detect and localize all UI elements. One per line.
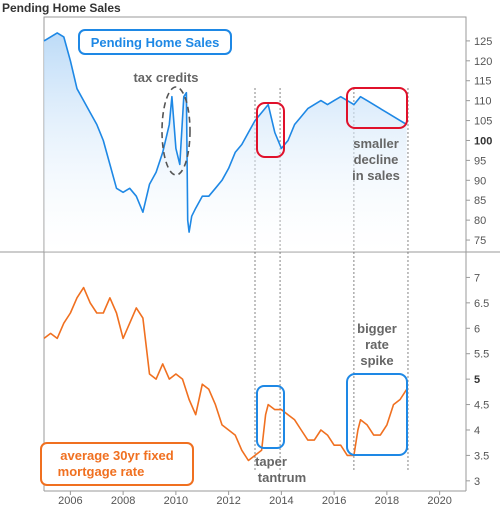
upper-tick-label-95: 95 bbox=[474, 155, 486, 167]
lower-tick-label-5: 5 bbox=[474, 374, 480, 386]
annotation-bigger: bigger bbox=[357, 321, 397, 336]
pending-sales-line bbox=[43, 32, 408, 233]
mortgage-label-box bbox=[40, 442, 194, 486]
rate-spike-highlight-box bbox=[346, 373, 408, 456]
lower-tick-label-3: 3 bbox=[474, 476, 480, 488]
upper-tick-label-75: 75 bbox=[474, 235, 486, 247]
x-tick-label-2010: 2010 bbox=[164, 495, 188, 506]
upper-tick-label-115: 115 bbox=[474, 76, 492, 88]
annotation-smaller: smaller bbox=[353, 136, 399, 151]
upper-tick-label-120: 120 bbox=[474, 56, 492, 68]
x-tick-label-2016: 2016 bbox=[322, 495, 346, 506]
upper-tick-label-90: 90 bbox=[474, 175, 486, 187]
upper-tick-label-80: 80 bbox=[474, 215, 486, 227]
annotation-decline: decline bbox=[354, 152, 399, 167]
upper-tick-label-100: 100 bbox=[474, 135, 492, 147]
page-title: Pending Home Sales bbox=[2, 1, 121, 15]
mortgage-label-line-1: average 30yr fixed bbox=[60, 448, 174, 463]
x-tick-label-2020: 2020 bbox=[427, 495, 451, 506]
annotation-rate: rate bbox=[365, 337, 389, 352]
tax-credits-ellipse bbox=[161, 86, 191, 176]
lower-tick-label-3.5: 3.5 bbox=[474, 450, 489, 462]
x-tick-label-2012: 2012 bbox=[216, 495, 240, 506]
upper-tick-label-110: 110 bbox=[474, 96, 492, 108]
lower-tick-label-4: 4 bbox=[474, 425, 480, 437]
annotation-taper: taper bbox=[255, 454, 287, 469]
decline-highlight-box bbox=[346, 87, 408, 129]
taper-highlight-box-lower bbox=[256, 385, 285, 449]
x-tick-label-2008: 2008 bbox=[111, 495, 135, 506]
x-tick-label-2006: 2006 bbox=[58, 495, 82, 506]
annotation-spike: spike bbox=[360, 353, 393, 368]
annotation-tax-credits: tax credits bbox=[133, 70, 198, 85]
lower-tick-label-7: 7 bbox=[474, 272, 480, 284]
upper-tick-label-85: 85 bbox=[474, 195, 486, 207]
lower-tick-label-5.5: 5.5 bbox=[474, 349, 489, 361]
lower-tick-label-6: 6 bbox=[474, 323, 480, 335]
mortgage-rate-line bbox=[43, 286, 408, 462]
taper-highlight-box-upper bbox=[256, 102, 285, 158]
upper-tick-label-105: 105 bbox=[474, 116, 492, 128]
x-tick-label-2014: 2014 bbox=[269, 495, 293, 506]
upper-tick-label-125: 125 bbox=[474, 36, 492, 48]
lower-tick-label-6.5: 6.5 bbox=[474, 298, 489, 310]
lower-tick-label-4.5: 4.5 bbox=[474, 400, 489, 412]
annotation-in-sales: in sales bbox=[352, 168, 400, 183]
annotation-tantrum: tantrum bbox=[258, 470, 306, 485]
pending-label-box bbox=[78, 29, 232, 55]
pending-sales-area bbox=[44, 32, 407, 253]
x-tick-label-2018: 2018 bbox=[375, 495, 399, 506]
mortgage-label-line-2: mortgage rate bbox=[58, 464, 145, 479]
pending-label: Pending Home Sales bbox=[91, 35, 220, 50]
